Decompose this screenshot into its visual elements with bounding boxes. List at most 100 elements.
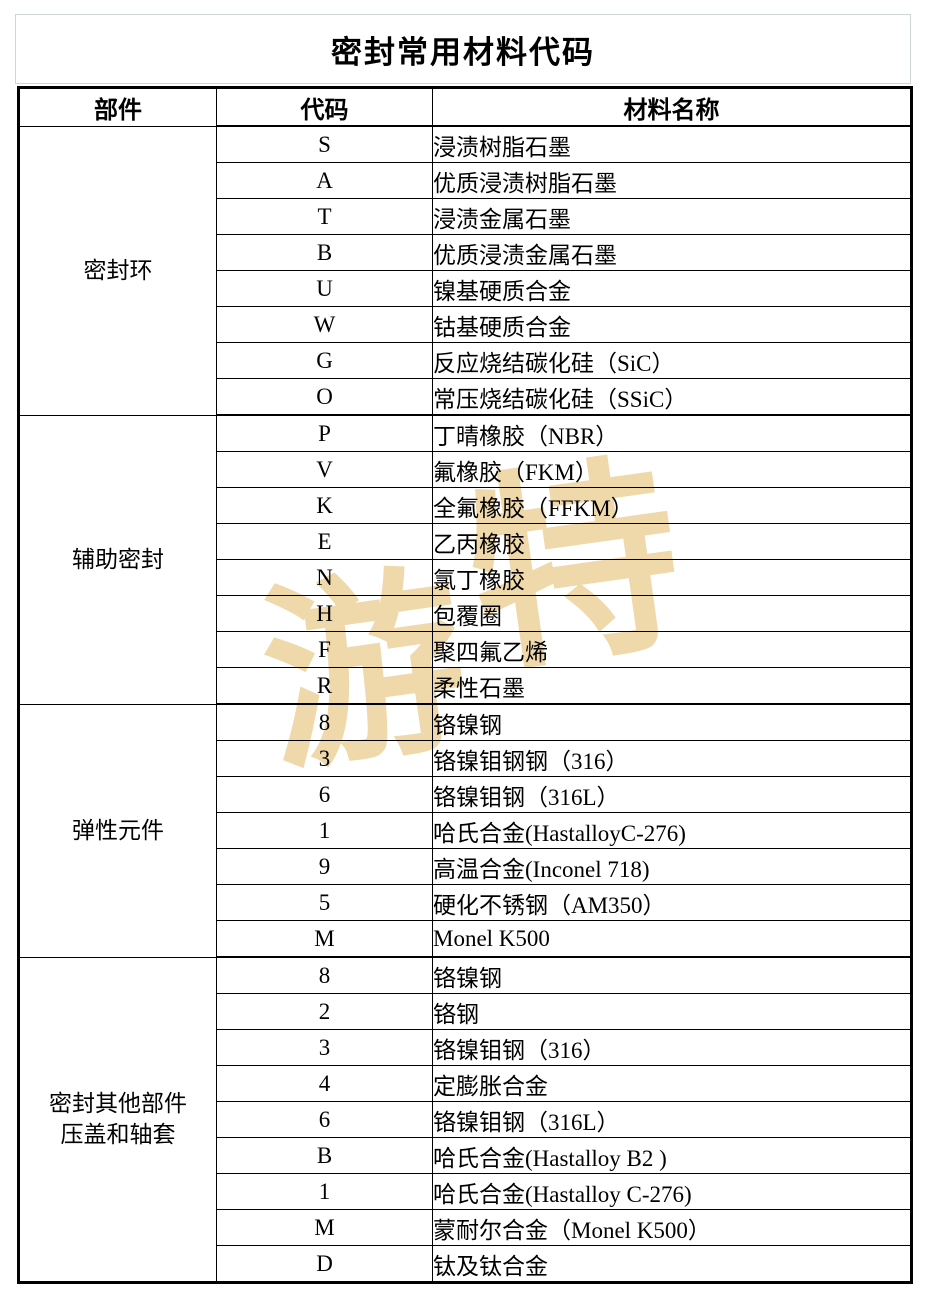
material-code-cell: F: [216, 631, 433, 668]
material-name-cell: 蒙耐尔合金（Monel K500）: [432, 1209, 912, 1246]
table-row: 辅助密封 P 丁晴橡胶（NBR）: [18, 414, 912, 705]
material-name-cell: 硬化不锈钢（AM350）: [432, 884, 912, 921]
material-code-cell: O: [216, 378, 433, 416]
material-name-cell: 铬钢: [432, 993, 912, 1030]
table-row: N 氯丁橡胶: [19, 559, 912, 596]
material-code-cell: G: [216, 342, 433, 379]
table-row: 4 定膨胀合金: [19, 1065, 912, 1102]
table-row: G 反应烧结碳化硅（SiC）: [19, 342, 912, 379]
material-code-cell: P: [216, 414, 433, 452]
table-header: 部件 代码 材料名称: [18, 86, 912, 127]
material-name-cell: 钴基硬质合金: [432, 306, 912, 343]
column-header-material-name: 材料名称: [432, 86, 912, 127]
material-code-cell: 6: [216, 1101, 433, 1138]
page-title: 密封常用材料代码: [331, 34, 595, 70]
table-row: A 优质浸渍树脂石墨: [19, 162, 912, 199]
column-header-code: 代码: [216, 86, 433, 127]
table-row: R 柔性石墨: [19, 667, 912, 705]
table-row: 1 哈氏合金(HastalloyC-276): [19, 812, 912, 849]
material-code-cell: 2: [216, 993, 433, 1030]
table-row: M 蒙耐尔合金（Monel K500）: [19, 1209, 912, 1246]
part-group-label: 密封其他部件 压盖和轴套: [18, 956, 217, 1283]
material-name-cell: 铬镍钼钢（316）: [432, 1029, 912, 1066]
material-code-cell: M: [216, 1209, 433, 1246]
material-code-table: 部件 代码 材料名称 密封环 S 浸渍树脂石墨 A 优质浸渍树脂石墨 T 浸渍金属石墨 B 优质…: [17, 86, 913, 1284]
table-row: 弹性元件 8 铬镍钢: [18, 703, 912, 958]
table-body: 密封环 S 浸渍树脂石墨 A 优质浸渍树脂石墨 T 浸渍金属石墨 B 优质浸渍金属石墨 U 镍基硬质…: [18, 125, 912, 1284]
material-code-cell: 5: [216, 884, 433, 921]
header-row: 部件 代码 材料名称: [18, 86, 912, 127]
part-group-label-line: 密封其他部件: [49, 1091, 187, 1117]
material-code-cell: D: [216, 1245, 433, 1284]
material-name-cell: 铬镍钢: [432, 956, 912, 994]
material-code-cell: 4: [216, 1065, 433, 1102]
table-row: V 氟橡胶（FKM）: [19, 451, 912, 488]
material-name-cell: 镍基硬质合金: [432, 270, 912, 307]
part-group-label-line: 弹性元件: [72, 817, 164, 843]
table-row: H 包覆圈: [19, 595, 912, 632]
title-box: 密封常用材料代码: [15, 14, 911, 84]
material-code-table-container: 部件 代码 材料名称 密封环 S 浸渍树脂石墨 A 优质浸渍树脂石墨 T 浸渍金属石墨 B 优质…: [17, 86, 913, 1284]
material-code-cell: N: [216, 559, 433, 596]
material-name-cell: 钛及钛合金: [432, 1245, 912, 1284]
material-name-cell: 哈氏合金(HastalloyC-276): [432, 812, 912, 849]
table-row: O 常压烧结碳化硅（SSiC）: [19, 378, 912, 416]
material-name-cell: 铬镍钼钢（316L）: [432, 776, 912, 813]
material-code-cell: E: [216, 523, 433, 560]
material-name-cell: 哈氏合金(Hastalloy C-276): [432, 1173, 912, 1210]
material-name-cell: 乙丙橡胶: [432, 523, 912, 560]
material-name-cell: 包覆圈: [432, 595, 912, 632]
material-code-cell: 3: [216, 740, 433, 777]
material-name-cell: 全氟橡胶（FFKM）: [432, 487, 912, 524]
material-code-cell: 6: [216, 776, 433, 813]
material-code-cell: 8: [216, 703, 433, 741]
table-row: 密封其他部件 压盖和轴套 8 铬镍钢: [18, 956, 912, 1283]
part-group-label: 密封环: [18, 125, 217, 416]
table-row: D 钛及钛合金: [19, 1245, 912, 1284]
material-name-cell: 聚四氟乙烯: [432, 631, 912, 668]
material-code-cell: V: [216, 451, 433, 488]
material-name-cell: Monel K500: [432, 920, 912, 958]
table-row: K 全氟橡胶（FFKM）: [19, 487, 912, 524]
material-name-cell: 丁晴橡胶（NBR）: [432, 414, 912, 452]
column-header-part: 部件: [18, 86, 217, 127]
material-name-cell: 反应烧结碳化硅（SiC）: [432, 342, 912, 379]
part-group-label-line: 辅助密封: [72, 546, 164, 572]
material-code-cell: 9: [216, 848, 433, 885]
table-row: E 乙丙橡胶: [19, 523, 912, 560]
table-row: 密封环 S 浸渍树脂石墨: [18, 125, 912, 416]
material-name-cell: 哈氏合金(Hastalloy B2 ): [432, 1137, 912, 1174]
part-group-label-line: 密封环: [83, 257, 153, 283]
material-name-cell: 浸渍树脂石墨: [432, 125, 912, 163]
material-code-cell: W: [216, 306, 433, 343]
material-code-cell: M: [216, 920, 433, 958]
material-name-cell: 定膨胀合金: [432, 1065, 912, 1102]
material-code-cell: 3: [216, 1029, 433, 1066]
table-row: 9 高温合金(Inconel 718): [19, 848, 912, 885]
material-name-cell: 柔性石墨: [432, 667, 912, 705]
table-row: 6 铬镍钼钢（316L）: [19, 1101, 912, 1138]
part-group-label: 弹性元件: [18, 703, 217, 958]
material-code-cell: K: [216, 487, 433, 524]
material-code-cell: 8: [216, 956, 433, 994]
material-code-cell: 1: [216, 812, 433, 849]
material-name-cell: 氟橡胶（FKM）: [432, 451, 912, 488]
material-code-cell: H: [216, 595, 433, 632]
material-name-cell: 浸渍金属石墨: [432, 198, 912, 235]
material-code-cell: 1: [216, 1173, 433, 1210]
table-row: F 聚四氟乙烯: [19, 631, 912, 668]
table-row: B 优质浸渍金属石墨: [19, 234, 912, 271]
material-code-cell: T: [216, 198, 433, 235]
part-group-label: 辅助密封: [18, 414, 217, 705]
table-row: 5 硬化不锈钢（AM350）: [19, 884, 912, 921]
material-name-cell: 常压烧结碳化硅（SSiC）: [432, 378, 912, 416]
material-code-cell: A: [216, 162, 433, 199]
table-row: B 哈氏合金(Hastalloy B2 ): [19, 1137, 912, 1174]
material-code-cell: U: [216, 270, 433, 307]
material-name-cell: 氯丁橡胶: [432, 559, 912, 596]
part-group-label-line: 压盖和轴套: [60, 1122, 176, 1148]
material-code-cell: B: [216, 1137, 433, 1174]
material-code-cell: B: [216, 234, 433, 271]
material-code-cell: S: [216, 125, 433, 163]
material-code-cell: R: [216, 667, 433, 705]
